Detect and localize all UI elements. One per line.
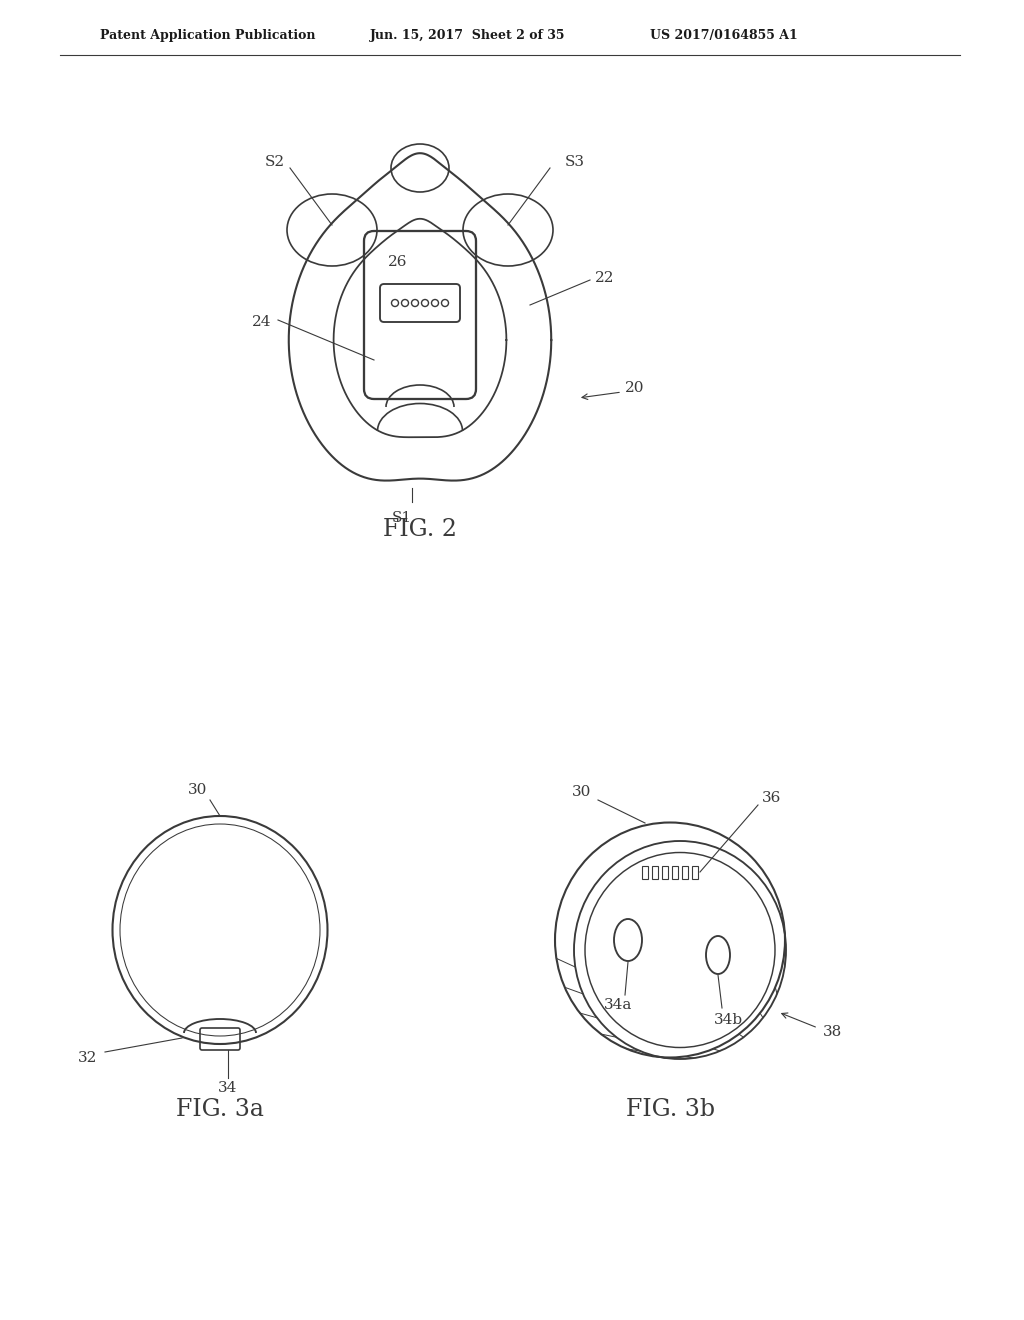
Text: 24: 24 (252, 315, 271, 329)
Text: 20: 20 (626, 381, 645, 395)
Text: 32: 32 (78, 1051, 97, 1065)
Text: S2: S2 (265, 154, 285, 169)
Text: FIG. 2: FIG. 2 (383, 519, 457, 541)
Text: 22: 22 (595, 271, 614, 285)
Text: 34a: 34a (604, 998, 632, 1012)
Text: Patent Application Publication: Patent Application Publication (100, 29, 315, 41)
Text: Jun. 15, 2017  Sheet 2 of 35: Jun. 15, 2017 Sheet 2 of 35 (370, 29, 565, 41)
Text: S1: S1 (392, 511, 412, 525)
Bar (662, 866, 668, 879)
Text: 30: 30 (188, 783, 208, 797)
Bar (652, 866, 658, 879)
Text: 34: 34 (218, 1081, 238, 1096)
Text: 34b: 34b (714, 1012, 742, 1027)
Text: 38: 38 (822, 1026, 842, 1039)
Text: 26: 26 (388, 255, 408, 269)
Text: FIG. 3b: FIG. 3b (626, 1098, 715, 1122)
Text: 36: 36 (762, 791, 781, 805)
Bar (692, 866, 698, 879)
Bar (642, 866, 648, 879)
Bar (672, 866, 678, 879)
Text: US 2017/0164855 A1: US 2017/0164855 A1 (650, 29, 798, 41)
Text: FIG. 3a: FIG. 3a (176, 1098, 264, 1122)
Text: 30: 30 (572, 785, 592, 799)
Bar (682, 866, 688, 879)
Text: S3: S3 (565, 154, 585, 169)
